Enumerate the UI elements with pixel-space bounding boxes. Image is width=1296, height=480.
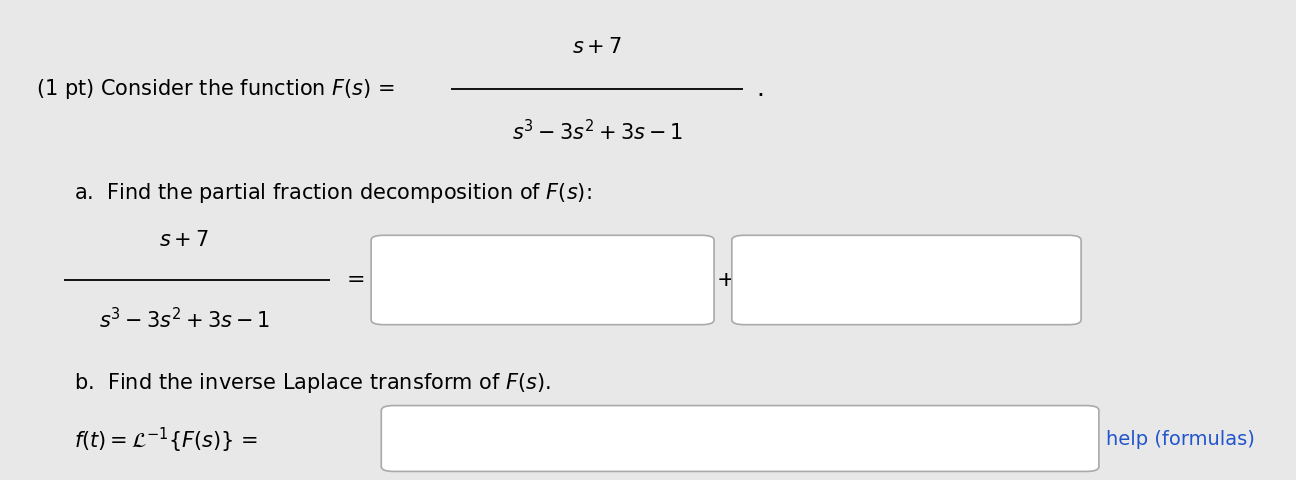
Text: $s^3 - 3s^2 + 3s - 1$: $s^3 - 3s^2 + 3s - 1$ — [98, 307, 270, 333]
Text: .: . — [756, 77, 763, 101]
FancyBboxPatch shape — [381, 406, 1099, 471]
Text: help (formulas): help (formulas) — [1107, 431, 1255, 449]
FancyBboxPatch shape — [371, 235, 714, 324]
Text: $s^3 - 3s^2 + 3s - 1$: $s^3 - 3s^2 + 3s - 1$ — [512, 119, 683, 144]
Text: a.  Find the partial fraction decomposition of $F(s)$:: a. Find the partial fraction decompositi… — [74, 181, 592, 205]
FancyBboxPatch shape — [732, 235, 1081, 324]
Text: b.  Find the inverse Laplace transform of $F(s)$.: b. Find the inverse Laplace transform of… — [74, 372, 551, 396]
Text: $s + 7$: $s + 7$ — [159, 230, 210, 250]
Text: $f(t) = \mathcal{L}^{-1}\left\{F(s)\right\}$ =: $f(t) = \mathcal{L}^{-1}\left\{F(s)\righ… — [74, 425, 258, 455]
Text: +: + — [717, 270, 735, 290]
Text: $s + 7$: $s + 7$ — [573, 37, 622, 57]
Text: =: = — [347, 270, 365, 290]
Text: (1 pt) Consider the function $F(s)$ =: (1 pt) Consider the function $F(s)$ = — [36, 77, 395, 101]
